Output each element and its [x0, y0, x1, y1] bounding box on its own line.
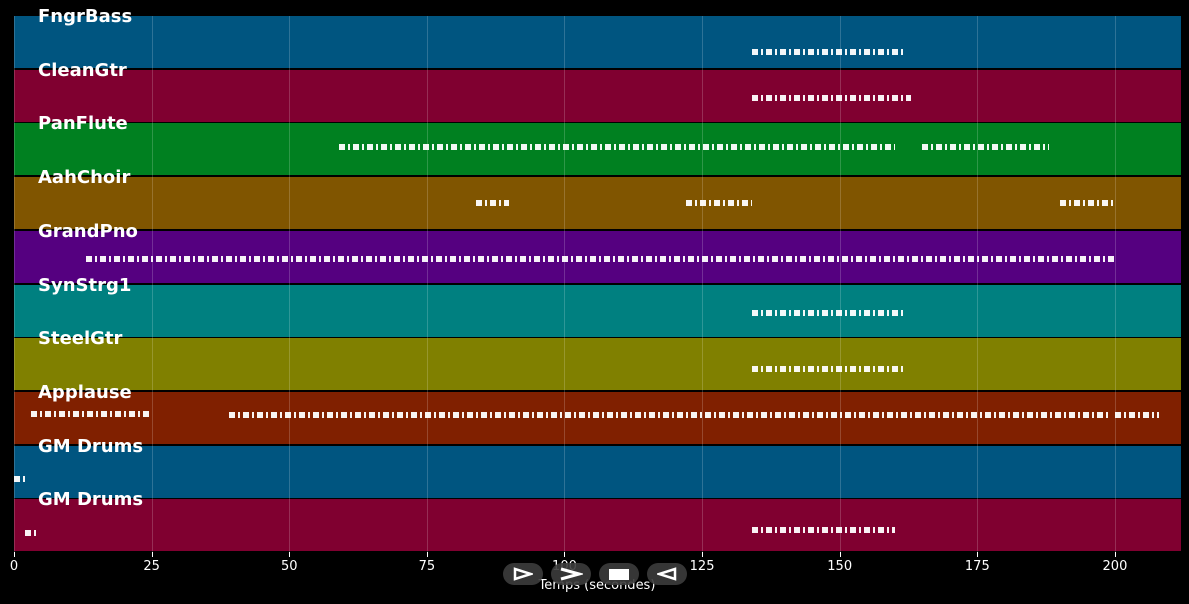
x-tick-mark: [1114, 552, 1116, 557]
play-button[interactable]: [503, 563, 543, 585]
stop-icon: [609, 569, 629, 580]
note-segment: [1059, 200, 1115, 207]
x-tick-mark: [839, 552, 841, 557]
x-tick-mark: [426, 552, 428, 557]
x-tick-mark: [564, 552, 566, 557]
track-lane: PanFlute: [14, 114, 1181, 176]
play-outline-icon: [513, 567, 533, 581]
x-tick-label: 125: [689, 559, 715, 574]
grid-line: [564, 16, 566, 552]
note-segment: [751, 95, 912, 102]
note-segment: [85, 256, 1115, 263]
x-tick-label: 0: [9, 559, 19, 574]
x-tick-mark: [14, 552, 15, 557]
grid-line: [839, 16, 841, 552]
track-label: SteelGtr: [38, 328, 123, 350]
track-lane: FngrBass: [14, 7, 1181, 68]
track-label: Applause: [38, 381, 132, 403]
track-label: FngrBass: [38, 6, 133, 27]
track-lane: Applause: [14, 382, 1181, 444]
note-segment: [476, 200, 510, 207]
track-lane: AahChoir: [14, 168, 1181, 230]
rewind-button[interactable]: [647, 563, 687, 585]
track-label: GM Drums: [38, 435, 144, 457]
note-segment: [751, 527, 895, 534]
x-tick-mark: [977, 552, 979, 557]
track-label: GrandPno: [38, 220, 138, 242]
x-tick-mark: [289, 552, 291, 557]
fast-forward-icon: [560, 567, 583, 581]
grid-line: [702, 16, 704, 552]
rewind-icon: [657, 567, 677, 581]
note-segment: [751, 49, 906, 56]
x-tick-mark: [151, 552, 153, 557]
note-segment: [922, 143, 1049, 150]
note-segment: [338, 143, 895, 150]
x-tick-label: 25: [143, 559, 160, 574]
grid-line: [14, 16, 15, 552]
stop-button[interactable]: [599, 563, 639, 585]
track-lanes: FngrBass CleanGtr PanFlute AahChoir GrandPno…: [14, 7, 1181, 552]
x-tick-mark: [702, 552, 704, 557]
x-tick-label: 75: [418, 559, 436, 574]
track-lane: GM Drums: [14, 436, 1181, 498]
note-segment: [14, 476, 25, 483]
note-segment: [751, 366, 906, 373]
track-lane: GrandPno: [14, 221, 1181, 283]
grid-line: [289, 16, 291, 552]
note-segment: [685, 200, 752, 207]
grid-line: [151, 16, 153, 552]
track-label: CleanGtr: [38, 59, 127, 81]
note-segment: [1114, 412, 1159, 419]
track-lane: CleanGtr: [14, 60, 1181, 122]
track-label: PanFlute: [38, 113, 128, 135]
grid-line: [977, 16, 979, 552]
x-tick-label: 200: [1102, 559, 1128, 574]
track-lane: SteelGtr: [14, 329, 1181, 391]
note-segment: [228, 412, 1110, 419]
forward-button[interactable]: [551, 563, 591, 585]
note-segment: [25, 530, 36, 537]
grid-line: [426, 16, 428, 552]
x-tick-label: 150: [827, 559, 853, 574]
track-label: GM Drums: [38, 489, 144, 511]
x-tick-label: 175: [964, 559, 990, 574]
track-label: AahChoir: [38, 167, 131, 189]
track-lane: GM Drums: [14, 490, 1181, 552]
note-segment: [751, 310, 906, 317]
grid-line: [1114, 16, 1116, 552]
track-label: SynStrg1: [38, 274, 132, 296]
x-tick-label: 50: [280, 559, 298, 574]
track-lane: SynStrg1: [14, 275, 1181, 337]
note-segment: [30, 410, 152, 417]
